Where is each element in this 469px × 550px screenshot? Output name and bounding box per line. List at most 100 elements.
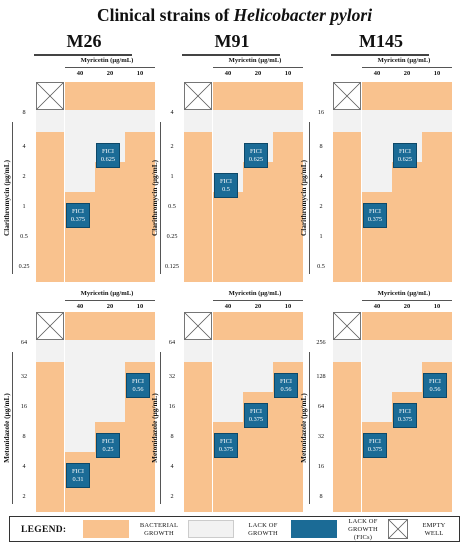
legend-empty-well-icon <box>388 519 408 539</box>
drug-axis-rule <box>160 352 161 504</box>
control-row-growth <box>65 82 155 110</box>
drug-axis-label: Metonidazole (µg/mL) <box>2 393 11 463</box>
fici-cell: FICI 0.375 <box>244 403 268 428</box>
row-tick: 4 <box>170 109 174 116</box>
fici-cell: FICI 0.375 <box>363 203 387 228</box>
fici-cell: FICI 0.56 <box>274 373 298 398</box>
control-column-cell <box>184 482 212 512</box>
lack-of-growth-cell <box>362 362 392 392</box>
bacterial-growth-cell <box>95 192 125 222</box>
myricetin-tick: 10 <box>284 70 292 77</box>
control-column-cell <box>333 362 361 392</box>
control-row-growth <box>213 312 303 340</box>
lack-of-growth-cell <box>65 362 95 392</box>
lack-of-growth-cell <box>392 110 422 132</box>
myricetin-tick: 10 <box>433 303 441 310</box>
lack-of-growth-cell <box>362 162 392 192</box>
lack-of-growth-cell <box>213 392 243 422</box>
fici-label: FICI <box>132 378 144 386</box>
fici-value: 0.56 <box>132 385 144 393</box>
myricetin-tick: 20 <box>106 70 114 77</box>
bacterial-growth-cell <box>422 192 452 222</box>
control-row-growth <box>65 312 155 340</box>
row-tick: 0.125 <box>165 263 179 270</box>
drug-axis-label: Clarithromycin (µg/mL) <box>299 160 308 237</box>
myricetin-tick: 40 <box>76 70 84 77</box>
myricetin-tick: 40 <box>373 303 381 310</box>
lack-of-growth-cell <box>243 110 273 132</box>
myricetin-tick: 20 <box>254 303 262 310</box>
bacterial-growth-cell <box>125 162 155 192</box>
fici-label: FICI <box>280 378 292 386</box>
bacterial-growth-cell <box>125 252 155 282</box>
fici-cell: FICI 0.56 <box>126 373 150 398</box>
fici-cell: FICI 0.375 <box>66 203 90 228</box>
title-prefix: Clinical strains of <box>96 5 234 25</box>
legend-text-empty-well: EMPTY WELL <box>422 522 446 537</box>
myricetin-axis-label: Myricetin (µg/mL) <box>377 57 431 64</box>
bacterial-growth-cell <box>243 452 273 482</box>
fici-label: FICI <box>369 208 381 216</box>
drug-axis-rule <box>309 122 310 274</box>
lack-of-growth-cell <box>422 340 452 362</box>
lack-of-growth-cell <box>65 162 95 192</box>
row-tick: 0.5 <box>317 263 325 270</box>
row-tick: 4 <box>22 143 26 150</box>
control-column-cell <box>36 482 64 512</box>
lack-of-growth-cell <box>213 362 243 392</box>
bacterial-growth-cell <box>243 252 273 282</box>
row-tick: 2 <box>170 143 174 150</box>
control-column-cell <box>36 340 64 362</box>
fici-label: FICI <box>399 408 411 416</box>
legend-swatch-lack-of-growth <box>188 520 234 538</box>
control-row-growth <box>362 312 452 340</box>
figure-title: Clinical strains of Helicobacter pylori <box>0 5 469 26</box>
bacterial-growth-cell <box>95 482 125 512</box>
myricetin-tick: 40 <box>224 70 232 77</box>
control-column-cell <box>333 252 361 282</box>
empty-well-icon <box>36 82 64 110</box>
myricetin-axis-rule <box>362 300 452 301</box>
lack-of-growth-cell <box>273 110 303 132</box>
control-column-cell <box>36 392 64 422</box>
control-column-cell <box>184 222 212 252</box>
myricetin-tick: 10 <box>136 303 144 310</box>
drug-axis-rule <box>309 352 310 504</box>
fici-label: FICI <box>429 378 441 386</box>
bacterial-growth-cell <box>392 192 422 222</box>
lack-of-growth-cell <box>95 392 125 422</box>
legend-text-fic: LACK OF GROWTH (FICs) <box>348 518 378 541</box>
bacterial-growth-cell <box>422 162 452 192</box>
fici-value: 0.625 <box>248 155 264 163</box>
control-column-cell <box>184 252 212 282</box>
myricetin-tick: 10 <box>284 303 292 310</box>
control-column-cell <box>333 132 361 162</box>
fici-value: 0.5 <box>222 185 230 193</box>
myricetin-axis-label: Myricetin (µg/mL) <box>80 290 134 297</box>
fici-label: FICI <box>220 438 232 446</box>
lack-of-growth-cell <box>65 422 95 452</box>
lack-of-growth-cell <box>213 132 243 162</box>
fici-label: FICI <box>220 178 232 186</box>
myricetin-tick: 20 <box>403 303 411 310</box>
control-column-cell <box>333 222 361 252</box>
control-column-cell <box>36 162 64 192</box>
bacterial-growth-cell <box>422 452 452 482</box>
row-tick: 2 <box>22 173 26 180</box>
bacterial-growth-cell <box>422 132 452 162</box>
title-species: Helicobacter pylori <box>233 5 373 25</box>
lack-of-growth-cell <box>213 340 243 362</box>
fici-cell: FICI 0.5 <box>214 173 238 198</box>
control-row-growth <box>213 82 303 110</box>
fici-value: 0.375 <box>367 215 383 223</box>
myricetin-axis-label: Myricetin (µg/mL) <box>80 57 134 64</box>
lack-of-growth-cell <box>213 110 243 132</box>
empty-well-icon <box>184 82 212 110</box>
fici-cell: FICI 0.625 <box>96 143 120 168</box>
fici-value: 0.56 <box>280 385 292 393</box>
bacterial-growth-cell <box>125 482 155 512</box>
myricetin-axis-label: Myricetin (µg/mL) <box>377 290 431 297</box>
myricetin-axis-rule <box>65 300 155 301</box>
drug-axis-rule <box>12 122 13 274</box>
control-column-cell <box>333 110 361 132</box>
